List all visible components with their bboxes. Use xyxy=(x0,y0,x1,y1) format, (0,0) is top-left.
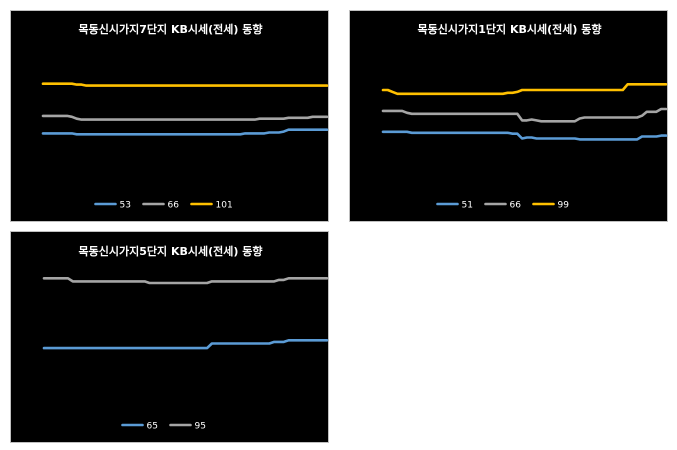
series-line-51 xyxy=(381,130,668,141)
legend-label-66: 66 xyxy=(510,201,522,211)
chart-panel-1danji: 목동신시가지1단지 KB시세(전세) 동향 51 66 99 xyxy=(349,10,668,222)
legend-label-53: 53 xyxy=(120,201,131,211)
series-line-65 xyxy=(42,339,329,350)
chart-panel-7danji: 목동신시가지7단지 KB시세(전세) 동향 53 66 101 xyxy=(10,10,329,222)
series-line-95 xyxy=(42,276,329,285)
chart-svg-7danji: 목동신시가지7단지 KB시세(전세) 동향 53 66 101 xyxy=(41,22,329,211)
legend-label-95: 95 xyxy=(195,422,206,432)
chart-svg-1danji: 목동신시가지1단지 KB시세(전세) 동향 51 66 99 xyxy=(381,22,668,211)
legend-label-101: 101 xyxy=(216,201,233,211)
chart-panel-5danji: 목동신시가지5단지 KB시세(전세) 동향 65 95 xyxy=(10,231,329,443)
chart-title: 목동신시가지7단지 KB시세(전세) 동향 xyxy=(79,22,263,36)
chart-svg-5danji: 목동신시가지5단지 KB시세(전세) 동향 65 95 xyxy=(42,244,329,432)
chart-title: 목동신시가지5단지 KB시세(전세) 동향 xyxy=(79,244,263,258)
series-line-101 xyxy=(41,82,329,87)
legend-label-99: 99 xyxy=(558,201,570,211)
chart-title: 목동신시가지1단지 KB시세(전세) 동향 xyxy=(418,22,602,36)
series-line-53 xyxy=(41,128,329,136)
series-line-66 xyxy=(41,114,329,121)
legend-label-51: 51 xyxy=(462,201,473,211)
series-line-99 xyxy=(381,83,668,96)
series-line-66 xyxy=(381,107,668,123)
legend-label-66: 66 xyxy=(168,201,180,211)
legend-label-65: 65 xyxy=(147,422,158,432)
